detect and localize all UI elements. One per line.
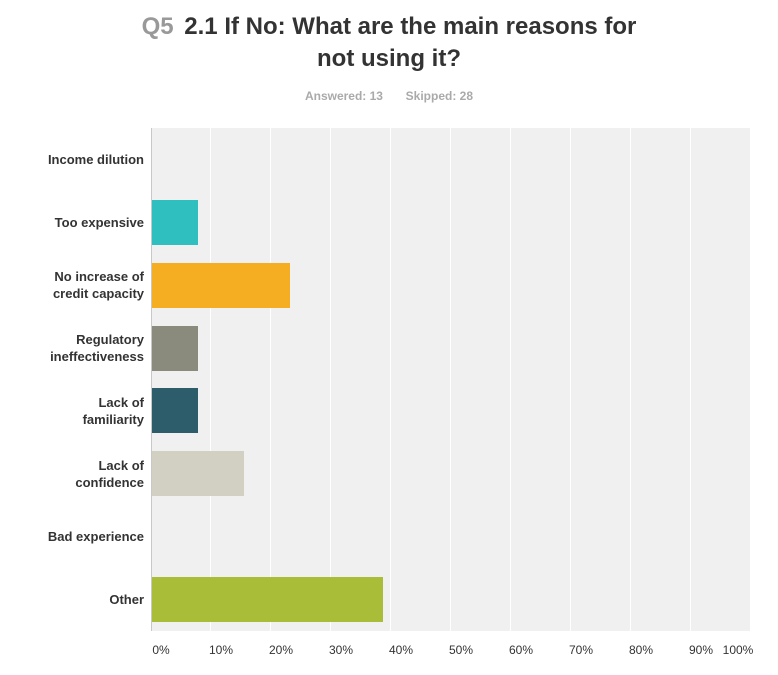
x-tick-label: 100% — [722, 643, 754, 657]
gridline — [390, 128, 391, 631]
response-stats: Answered: 13 Skipped: 28 — [0, 89, 778, 103]
bar-no-increase-of-credit-capacity[interactable] — [152, 262, 291, 308]
question-title: Q5 2.1 If No: What are the main reasons … — [0, 11, 778, 75]
category-label: Bad experience — [47, 529, 144, 545]
x-tick-label: 40% — [388, 643, 414, 657]
gridline — [750, 128, 751, 631]
category-label: Lack of familiarity — [82, 394, 144, 427]
gridline — [630, 128, 631, 631]
x-tick-label: 90% — [688, 643, 714, 657]
question-text-line: 2.1 If No: What are the main reasons for — [184, 13, 637, 40]
category-label: Regulatory ineffectiveness — [50, 332, 144, 365]
gridline — [210, 128, 211, 631]
bar-regulatory-ineffectiveness[interactable] — [152, 325, 199, 371]
gridline — [570, 128, 571, 631]
gridline — [510, 128, 511, 631]
category-label: Other — [109, 592, 144, 608]
category-label: No increase of credit capacity — [52, 269, 144, 302]
gridline — [330, 128, 331, 631]
answered-count: Answered: 13 — [304, 89, 383, 103]
x-tick-label: 30% — [328, 643, 354, 657]
gridline — [270, 128, 271, 631]
category-label: Income dilution — [47, 151, 144, 167]
bar-lack-of-confidence[interactable] — [152, 451, 245, 497]
x-tick-label: 60% — [508, 643, 534, 657]
category-label: Lack of confidence — [75, 457, 144, 490]
bar-other[interactable] — [152, 577, 383, 623]
x-tick-label: 70% — [568, 643, 594, 657]
x-tick-label: 0% — [152, 643, 170, 657]
gridline — [450, 128, 451, 631]
x-tick-label: 80% — [628, 643, 654, 657]
bar-too-expensive[interactable] — [152, 199, 199, 245]
question-text-line-2: not using it? — [317, 45, 461, 72]
gridline — [690, 128, 691, 631]
question-number: Q5 — [141, 13, 174, 40]
x-tick-label: 50% — [448, 643, 474, 657]
category-label: Too expensive — [54, 214, 144, 230]
y-axis-line — [151, 128, 152, 631]
bar-lack-of-familiarity[interactable] — [152, 388, 199, 434]
chart-plot-area — [151, 128, 751, 631]
skipped-count: Skipped: 28 — [405, 89, 474, 103]
x-tick-label: 20% — [268, 643, 294, 657]
x-tick-label: 10% — [208, 643, 234, 657]
